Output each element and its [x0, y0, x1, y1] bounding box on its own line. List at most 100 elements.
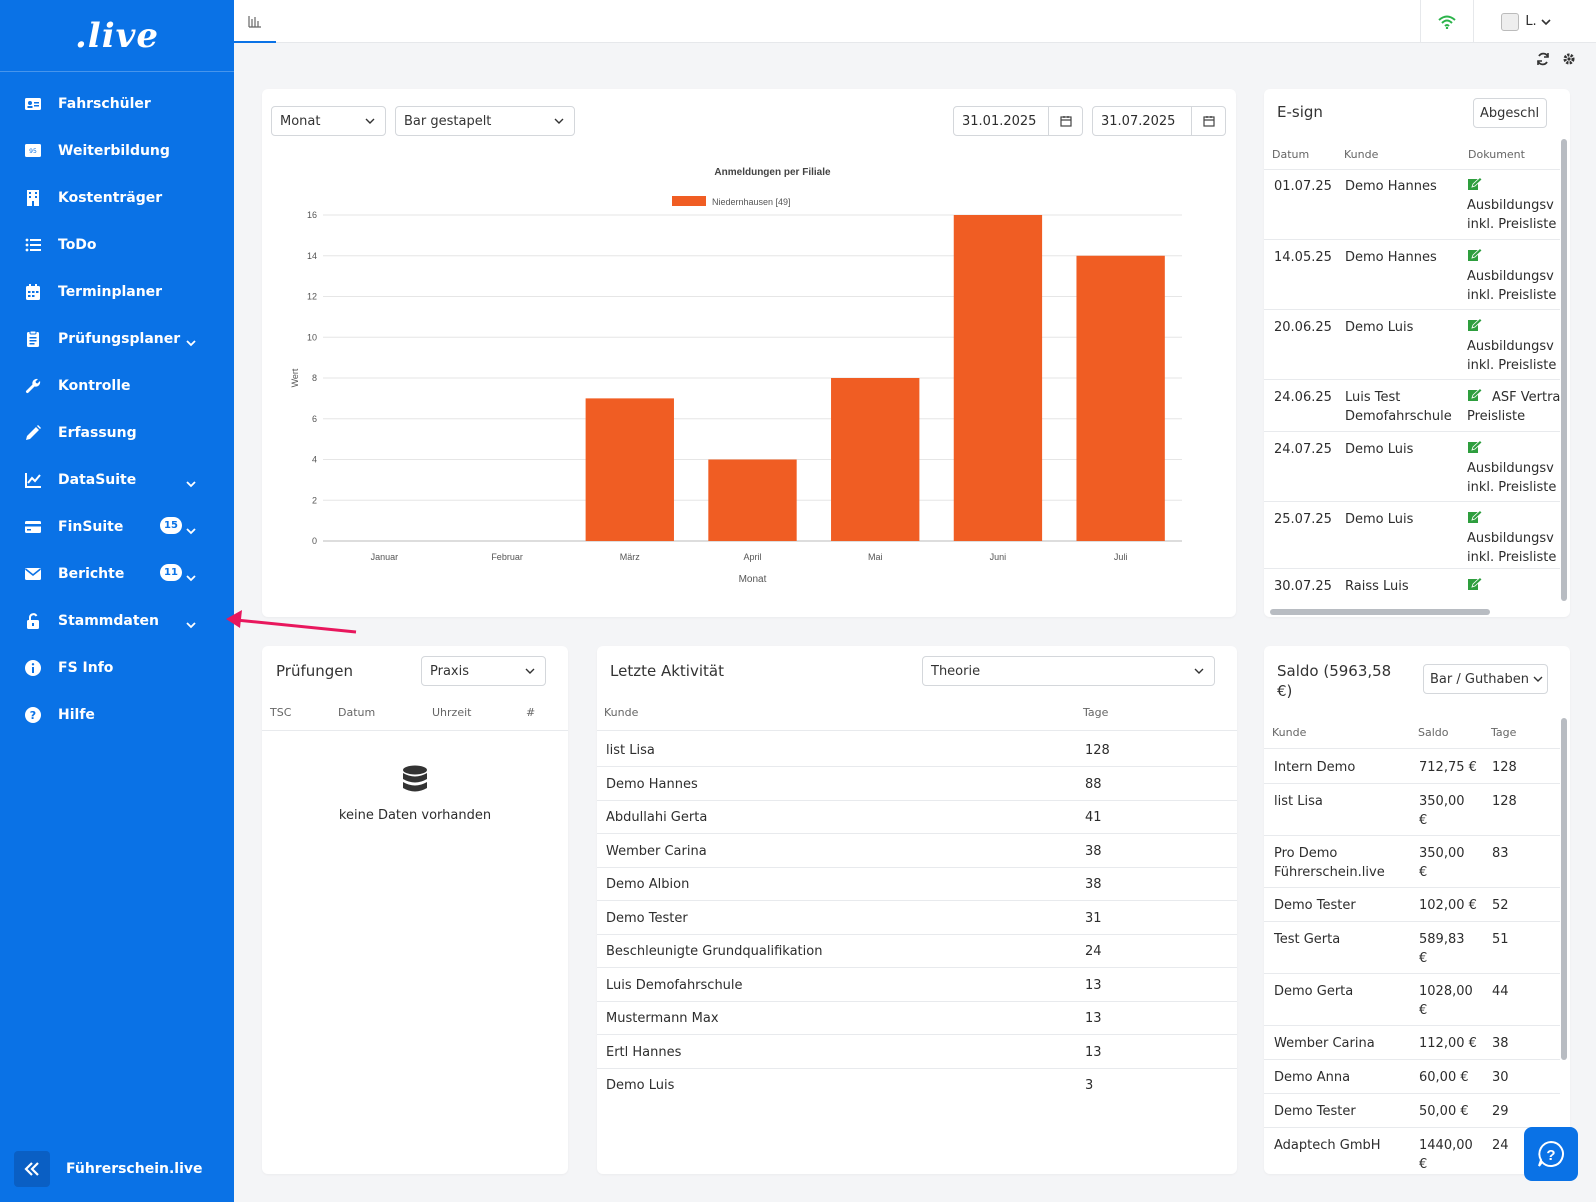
credit-card-icon: [24, 518, 42, 536]
sidebar-item-prüfungsplaner[interactable]: Prüfungsplaner: [0, 315, 234, 362]
activity-customer[interactable]: list Lisa: [606, 743, 655, 758]
esign-scrollbar-h[interactable]: [1270, 609, 1490, 615]
sidebar-item-erfassung[interactable]: Erfassung: [0, 409, 234, 456]
sidebar-item-finsuite[interactable]: FinSuite 15: [0, 503, 234, 550]
gear-icon[interactable]: [1562, 52, 1576, 66]
chevron-down-icon: [554, 118, 564, 124]
esign-filter-button[interactable]: Abgeschl: [1473, 98, 1547, 128]
sidebar-item-berichte[interactable]: Berichte 11: [0, 550, 234, 597]
date-from-picker-button[interactable]: [1048, 107, 1082, 135]
chart-type-select[interactable]: Bar gestapelt: [395, 106, 575, 136]
esign-customer[interactable]: Luis Test: [1345, 390, 1401, 405]
esign-customer[interactable]: Demo Luis: [1345, 442, 1414, 457]
bar-märz: [585, 398, 674, 541]
chevron-down-icon: [186, 481, 196, 488]
sidebar-item-fs-info[interactable]: FS Info: [0, 644, 234, 691]
logo[interactable]: .live: [0, 0, 234, 72]
saldo-customer[interactable]: Demo Tester: [1274, 1104, 1356, 1119]
esign-customer[interactable]: Demo Hannes: [1345, 179, 1437, 194]
sidebar-item-hilfe[interactable]: ? Hilfe: [0, 691, 234, 738]
activity-days: 13: [1085, 978, 1102, 993]
refresh-icon[interactable]: [1536, 52, 1550, 66]
saldo-header-days: Tage: [1491, 726, 1517, 739]
signed-document-icon[interactable]: [1467, 510, 1483, 524]
help-chat-button[interactable]: ?: [1524, 1127, 1578, 1181]
sidebar-item-datasuite[interactable]: DataSuite: [0, 456, 234, 503]
signed-document-icon[interactable]: [1467, 388, 1483, 402]
signed-document-icon[interactable]: [1467, 440, 1483, 454]
activity-days: 38: [1085, 844, 1102, 859]
activity-customer[interactable]: Demo Tester: [606, 911, 688, 926]
divider: [597, 934, 1237, 935]
divider: [597, 833, 1237, 834]
activity-customer[interactable]: Beschleunigte Grundqualifikation: [606, 944, 823, 959]
annotation-arrow: [226, 610, 357, 634]
saldo-customer[interactable]: Demo Gerta: [1274, 984, 1354, 999]
date-to-picker-button[interactable]: [1191, 107, 1225, 135]
notification-badge: 15: [160, 517, 182, 534]
date-to-input[interactable]: 31.07.2025: [1092, 106, 1226, 136]
activity-type-select[interactable]: Theorie: [922, 656, 1215, 686]
esign-customer[interactable]: Demo Hannes: [1345, 250, 1437, 265]
sidebar-item-todo[interactable]: ToDo: [0, 221, 234, 268]
signed-document-icon[interactable]: [1467, 577, 1483, 591]
empty-state-text: keine Daten vorhanden: [338, 808, 492, 823]
sidebar-item-kontrolle[interactable]: Kontrolle: [0, 362, 234, 409]
sidebar-item-kostenträger[interactable]: Kostenträger: [0, 174, 234, 221]
esign-document[interactable]: ASF Vertra: [1492, 390, 1561, 405]
saldo-customer[interactable]: Demo Anna: [1274, 1070, 1351, 1085]
activity-customer[interactable]: Abdullahi Gerta: [606, 810, 708, 825]
question-bubble-icon: ?: [1538, 1140, 1564, 1167]
activity-days: 128: [1085, 743, 1110, 758]
svg-text:?: ?: [1546, 1147, 1555, 1164]
esign-scrollbar-v[interactable]: [1561, 139, 1567, 601]
esign-document[interactable]: Ausbildungsv: [1467, 531, 1554, 546]
saldo-balance-currency: €: [1419, 1157, 1428, 1172]
saldo-days: 51: [1492, 932, 1509, 947]
saldo-customer[interactable]: Wember Carina: [1274, 1036, 1375, 1051]
saldo-type-select[interactable]: Bar / Guthaben: [1423, 664, 1548, 694]
esign-document[interactable]: Ausbildungsv: [1467, 339, 1554, 354]
esign-document[interactable]: Ausbildungsv: [1467, 461, 1554, 476]
activity-customer[interactable]: Demo Albion: [606, 877, 690, 892]
esign-document[interactable]: Ausbildungsv: [1467, 198, 1554, 213]
user-menu[interactable]: L.: [1484, 0, 1568, 43]
tab-analytics[interactable]: [234, 0, 276, 43]
esign-customer[interactable]: Raiss Luis: [1345, 579, 1409, 594]
activity-customer[interactable]: Wember Carina: [606, 844, 707, 859]
activity-customer[interactable]: Demo Hannes: [606, 777, 698, 792]
x-tick-label: Mai: [868, 552, 883, 562]
activity-customer[interactable]: Ertl Hannes: [606, 1045, 682, 1060]
esign-document[interactable]: Ausbildungsv: [1467, 269, 1554, 284]
chevron-down-icon: [186, 528, 196, 535]
sidebar-item-stammdaten[interactable]: Stammdaten: [0, 597, 234, 644]
bar-april: [708, 459, 797, 541]
saldo-customer[interactable]: Intern Demo: [1274, 760, 1356, 775]
sidebar-item-label: FS Info: [58, 659, 114, 676]
date-from-input[interactable]: 31.01.2025: [953, 106, 1083, 136]
activity-days: 38: [1085, 877, 1102, 892]
saldo-customer[interactable]: Demo Tester: [1274, 898, 1356, 913]
esign-customer[interactable]: Demo Luis: [1345, 512, 1414, 527]
pruefungen-type-select[interactable]: Praxis: [421, 656, 546, 686]
saldo-customer[interactable]: list Lisa: [1274, 794, 1323, 809]
activity-customer[interactable]: Luis Demofahrschule: [606, 978, 743, 993]
connection-status[interactable]: [1420, 0, 1474, 43]
activity-customer[interactable]: Mustermann Max: [606, 1011, 719, 1026]
esign-customer[interactable]: Demo Luis: [1345, 320, 1414, 335]
signed-document-icon[interactable]: [1467, 248, 1483, 262]
signed-document-icon[interactable]: [1467, 177, 1483, 191]
activity-customer[interactable]: Demo Luis: [606, 1078, 675, 1093]
sidebar-item-terminplaner[interactable]: Terminplaner: [0, 268, 234, 315]
avatar: [1501, 12, 1520, 31]
saldo-customer[interactable]: Adaptech GmbH: [1274, 1138, 1381, 1153]
period-select[interactable]: Monat: [271, 106, 386, 136]
sidebar-item-weiterbildung[interactable]: 95 Weiterbildung: [0, 127, 234, 174]
sidebar-item-fahrschüler[interactable]: Fahrschüler: [0, 80, 234, 127]
saldo-scrollbar-v[interactable]: [1561, 718, 1567, 1060]
sidebar-item-label: Stammdaten: [58, 612, 160, 629]
saldo-customer[interactable]: Test Gerta: [1274, 932, 1341, 947]
saldo-customer[interactable]: Pro Demo: [1274, 846, 1338, 861]
signed-document-icon[interactable]: [1467, 318, 1483, 332]
collapse-sidebar-button[interactable]: [14, 1151, 50, 1187]
